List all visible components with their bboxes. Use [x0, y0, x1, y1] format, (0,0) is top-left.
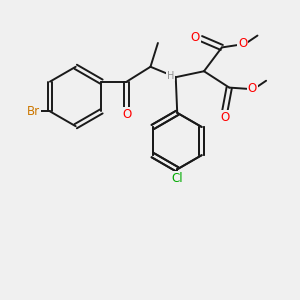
Text: Br: Br [27, 105, 40, 118]
Text: O: O [238, 38, 247, 50]
Text: O: O [221, 111, 230, 124]
Text: O: O [248, 82, 257, 95]
Text: Cl: Cl [171, 172, 183, 185]
Text: O: O [122, 108, 131, 122]
Text: H: H [167, 71, 174, 81]
Text: O: O [190, 31, 200, 44]
